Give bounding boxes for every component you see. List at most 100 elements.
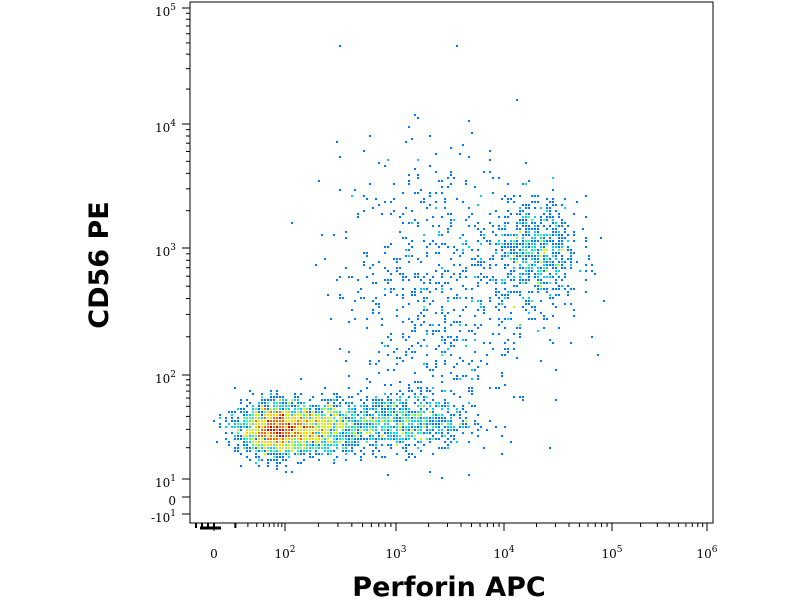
event-dot — [348, 426, 350, 428]
event-dot — [429, 243, 431, 245]
event-dot — [459, 426, 461, 428]
event-dot — [468, 225, 470, 227]
event-dot — [336, 414, 338, 416]
event-dot — [309, 414, 311, 416]
event-dot — [390, 393, 392, 395]
event-dot — [576, 201, 578, 203]
event-dot — [264, 453, 266, 455]
event-dot — [555, 270, 557, 272]
event-dot — [414, 372, 416, 374]
event-dot — [465, 180, 467, 182]
event-dot — [363, 150, 365, 152]
event-dot — [357, 438, 359, 440]
event-dot — [249, 432, 251, 434]
event-dot — [339, 426, 341, 428]
event-dot — [441, 405, 443, 407]
event-dot — [471, 213, 473, 215]
event-dot — [336, 429, 338, 431]
event-dot — [366, 252, 368, 254]
event-dot — [276, 420, 278, 422]
event-dot — [351, 438, 353, 440]
event-dot — [474, 423, 476, 425]
event-dot — [540, 219, 542, 221]
event-dot — [474, 333, 476, 335]
event-dot — [579, 270, 581, 272]
event-dot — [468, 363, 470, 365]
event-dot — [324, 441, 326, 443]
event-dot — [285, 411, 287, 413]
event-dot — [543, 252, 545, 254]
event-dot — [585, 237, 587, 239]
event-dot — [549, 237, 551, 239]
event-dot — [390, 402, 392, 404]
event-dot — [390, 447, 392, 449]
event-dot — [558, 231, 560, 233]
event-dot — [369, 432, 371, 434]
event-dot — [453, 405, 455, 407]
event-dot — [444, 318, 446, 320]
event-dot — [264, 411, 266, 413]
event-dot — [411, 345, 413, 347]
event-dot — [552, 264, 554, 266]
event-dot — [270, 453, 272, 455]
event-dot — [396, 261, 398, 263]
event-dot — [576, 261, 578, 263]
event-dot — [282, 414, 284, 416]
event-dot — [498, 309, 500, 311]
event-dot — [366, 318, 368, 320]
event-dot — [258, 435, 260, 437]
event-dot — [411, 357, 413, 359]
event-dot — [402, 279, 404, 281]
event-dot — [531, 246, 533, 248]
event-dot — [546, 288, 548, 290]
event-dot — [288, 414, 290, 416]
event-dot — [396, 420, 398, 422]
event-dot — [426, 363, 428, 365]
event-dot — [390, 339, 392, 341]
event-dot — [339, 414, 341, 416]
event-dot — [366, 426, 368, 428]
event-dot — [345, 414, 347, 416]
event-dot — [522, 267, 524, 269]
event-dot — [426, 219, 428, 221]
event-dot — [456, 363, 458, 365]
event-dot — [381, 420, 383, 422]
event-dot — [570, 303, 572, 305]
event-dot — [417, 174, 419, 176]
event-dot — [411, 432, 413, 434]
event-dot — [543, 327, 545, 329]
event-dot — [306, 411, 308, 413]
event-dot — [420, 417, 422, 419]
event-dot — [405, 405, 407, 407]
event-dot — [369, 429, 371, 431]
event-dot — [348, 351, 350, 353]
event-dot — [270, 408, 272, 410]
event-dot — [573, 288, 575, 290]
event-dot — [426, 354, 428, 356]
event-dot — [477, 378, 479, 380]
event-dot — [267, 414, 269, 416]
x-axis-title: Perforin APC — [352, 572, 545, 600]
event-dot — [345, 444, 347, 446]
event-dot — [372, 405, 374, 407]
event-dot — [387, 246, 389, 248]
event-dot — [327, 435, 329, 437]
event-dot — [525, 258, 527, 260]
event-dot — [399, 231, 401, 233]
event-dot — [441, 417, 443, 419]
event-dot — [552, 297, 554, 299]
event-dot — [408, 423, 410, 425]
event-dot — [534, 240, 536, 242]
event-dot — [285, 453, 287, 455]
event-dot — [327, 453, 329, 455]
event-dot — [531, 249, 533, 251]
event-dot — [528, 225, 530, 227]
event-dot — [477, 204, 479, 206]
event-dot — [360, 450, 362, 452]
event-dot — [318, 447, 320, 449]
event-dot — [315, 435, 317, 437]
event-dot — [411, 423, 413, 425]
event-dot — [345, 459, 347, 461]
event-dot — [432, 429, 434, 431]
event-dot — [423, 426, 425, 428]
